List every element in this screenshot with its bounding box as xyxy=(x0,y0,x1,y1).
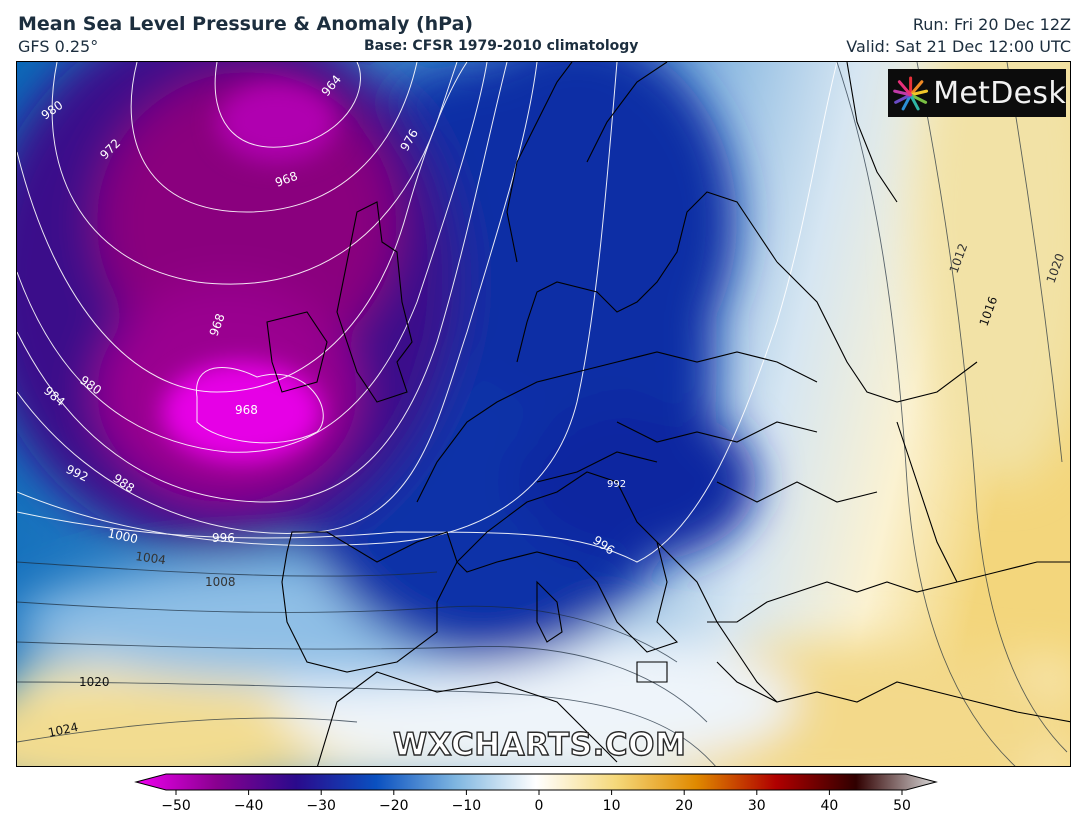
colorbar-tick-label: −40 xyxy=(233,798,264,814)
chart-title: Mean Sea Level Pressure & Anomaly (hPa) xyxy=(18,13,474,35)
colorbar-tick-label: −30 xyxy=(306,798,336,814)
isobar-label: 1020 xyxy=(79,675,110,689)
isobar-label: 968 xyxy=(235,403,258,417)
isobar-label: 996 xyxy=(212,531,235,545)
watermark: WXCHARTS.COM xyxy=(392,726,687,763)
map-canvas: 980 972 964 968 976 980 984 968 968 992 … xyxy=(17,62,1070,766)
isobars-white xyxy=(17,62,838,563)
colorbar-tick-label: −10 xyxy=(451,798,482,814)
logo-text: MetDesk xyxy=(933,75,1066,111)
run-label: Run: Fri 20 Dec 12Z xyxy=(912,15,1071,34)
colorbar-tick-label: 10 xyxy=(602,798,621,814)
metdesk-logo: MetDesk xyxy=(888,69,1066,117)
model-label: GFS 0.25° xyxy=(18,37,99,56)
colorbar-tick-label: −50 xyxy=(161,798,191,814)
colorbar-tick-label: 20 xyxy=(675,798,694,814)
base-label: Base: CFSR 1979-2010 climatology xyxy=(364,38,639,54)
pressure-anomaly-map: 980 972 964 968 976 980 984 968 968 992 … xyxy=(16,61,1071,767)
coastlines xyxy=(266,62,1070,766)
colorbar-tick-label: 0 xyxy=(534,798,544,814)
colorbar-tick-label: 50 xyxy=(893,798,911,814)
colorbar-tick-label: −20 xyxy=(379,798,409,814)
isobar-label: 992 xyxy=(607,479,626,490)
colorbar-tick-label: 40 xyxy=(820,798,839,814)
valid-label: Valid: Sat 21 Dec 12:00 UTC xyxy=(846,37,1071,56)
colorbar-tick-label: 30 xyxy=(747,798,766,814)
colorbar-gradient xyxy=(134,773,938,791)
colorbar xyxy=(134,773,938,795)
isobar-label: 1000 xyxy=(106,526,139,546)
metdesk-sunburst-icon xyxy=(893,76,929,111)
isobar-label: 1024 xyxy=(47,720,80,740)
isobar-label: 1008 xyxy=(205,575,236,589)
isobar-label: 1004 xyxy=(135,549,167,567)
